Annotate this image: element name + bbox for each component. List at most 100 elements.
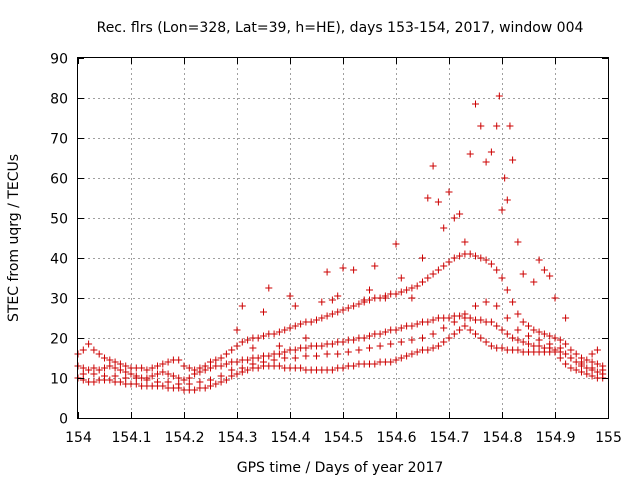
data-point — [429, 330, 437, 338]
data-point — [572, 350, 580, 358]
data-point — [525, 340, 532, 348]
data-point — [185, 364, 193, 372]
data-point — [254, 354, 262, 362]
data-point — [482, 338, 490, 346]
data-point — [164, 378, 172, 386]
data-point — [116, 360, 124, 368]
data-point — [281, 326, 289, 334]
data-point — [154, 362, 161, 370]
data-point — [506, 122, 514, 130]
data-point — [313, 316, 320, 324]
data-point — [207, 358, 214, 366]
data-point — [286, 292, 294, 300]
data-point — [540, 330, 548, 338]
data-point — [302, 334, 310, 342]
data-point — [392, 356, 400, 364]
y-axis-title: STEC from uqrg / TECUs — [6, 154, 22, 322]
data-point — [233, 370, 241, 378]
data-point — [546, 340, 554, 348]
data-point — [477, 316, 485, 324]
data-point — [456, 210, 464, 218]
data-point — [185, 380, 193, 388]
data-point — [254, 364, 262, 372]
data-point — [101, 354, 108, 362]
data-point — [593, 360, 601, 368]
data-point — [233, 342, 241, 350]
data-point — [472, 302, 479, 310]
data-point — [588, 350, 596, 358]
data-point — [519, 270, 527, 278]
data-point — [207, 382, 214, 390]
data-point — [350, 362, 358, 370]
data-point — [501, 174, 509, 182]
y-tick-label: 0 — [59, 412, 68, 428]
data-point — [450, 318, 458, 326]
data-point — [201, 384, 209, 392]
data-point — [207, 376, 214, 384]
y-tick-label: 10 — [50, 372, 68, 388]
data-point — [514, 238, 522, 246]
data-point — [572, 366, 580, 374]
data-point — [403, 352, 411, 360]
x-tick-label: 154.8 — [482, 430, 522, 446]
data-points — [74, 92, 607, 394]
y-tick-label: 80 — [50, 92, 68, 108]
data-point — [254, 334, 262, 342]
data-point — [562, 314, 570, 322]
data-point — [466, 250, 474, 258]
chart-title: Rec. flrs (Lon=328, Lat=39, h=HE), days … — [97, 20, 584, 36]
data-point — [567, 364, 575, 372]
data-point — [419, 278, 426, 286]
x-tick-label: 154 — [65, 430, 92, 446]
data-point — [122, 362, 130, 370]
data-point — [297, 364, 305, 372]
data-point — [562, 350, 570, 358]
data-point — [143, 366, 151, 374]
data-point — [233, 358, 241, 366]
data-point — [328, 366, 336, 374]
data-point — [456, 326, 464, 334]
data-point — [535, 328, 543, 336]
data-point — [138, 364, 146, 372]
data-point — [392, 240, 400, 248]
data-point — [244, 366, 252, 374]
data-point — [424, 346, 432, 354]
data-point — [498, 326, 506, 334]
data-point — [360, 296, 368, 304]
data-point — [90, 370, 98, 378]
data-point — [461, 322, 469, 330]
data-point — [244, 336, 252, 344]
data-point — [249, 344, 257, 352]
y-tick-label: 60 — [50, 172, 68, 188]
data-point — [339, 306, 347, 314]
data-point — [434, 342, 442, 350]
data-point — [567, 346, 575, 354]
data-point — [503, 330, 511, 338]
data-point — [509, 298, 517, 306]
data-point — [307, 318, 315, 326]
data-point — [95, 350, 103, 358]
data-point — [111, 372, 119, 380]
data-point — [419, 254, 426, 262]
data-point — [588, 372, 596, 380]
data-point — [408, 284, 416, 292]
data-point — [344, 304, 352, 312]
data-point — [302, 344, 310, 352]
y-tick-label: 20 — [50, 332, 68, 348]
x-tick-label: 154.3 — [217, 430, 257, 446]
data-point — [260, 308, 267, 316]
data-point — [562, 340, 570, 348]
data-point — [493, 302, 501, 310]
data-point — [429, 316, 437, 324]
data-point — [381, 294, 389, 302]
y-tick-labels: 0 10 20 30 40 50 60 70 80 90 — [50, 52, 68, 428]
data-point — [456, 312, 464, 320]
x-tick-label: 154.7 — [429, 430, 469, 446]
y-tick-label: 30 — [50, 292, 68, 308]
data-point — [466, 326, 474, 334]
data-point — [355, 300, 363, 308]
data-point — [85, 340, 93, 348]
data-point — [350, 302, 358, 310]
data-point — [191, 366, 199, 374]
